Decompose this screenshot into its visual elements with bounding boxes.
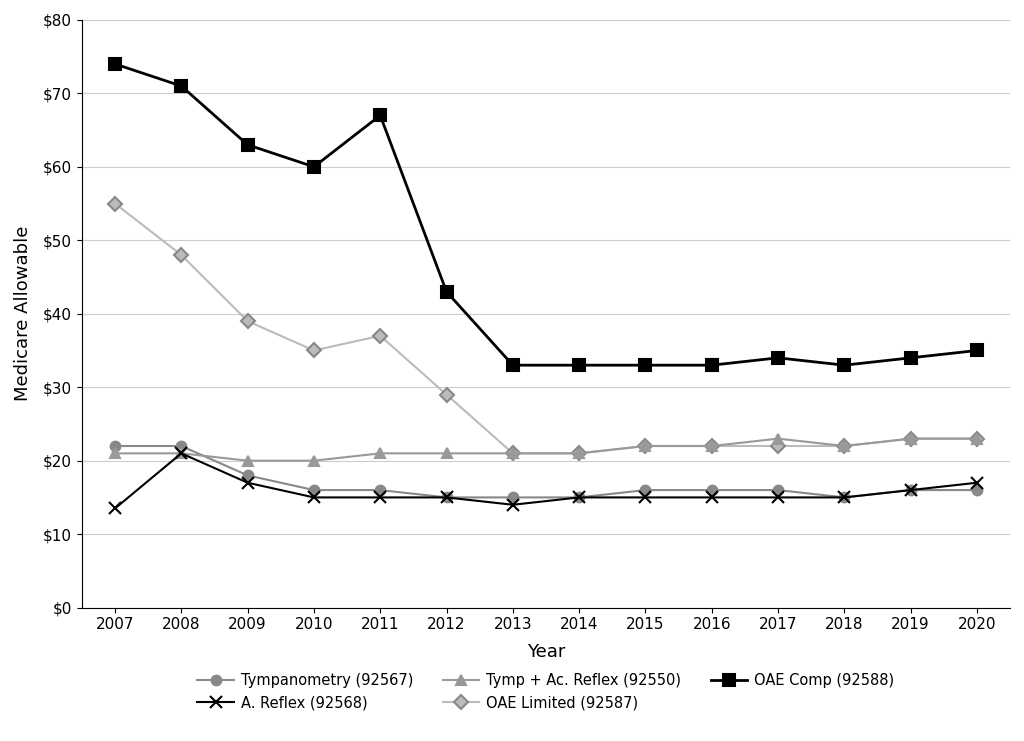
OAE Comp (92588): [639, 361, 651, 370]
Tympanometry (92567): [109, 442, 121, 451]
A. Reflex (92568): [242, 478, 254, 487]
OAE Comp (92588): [772, 353, 784, 362]
OAE Comp (92588): [440, 288, 453, 296]
OAE Comp (92588): [839, 361, 851, 370]
OAE Comp (92588): [374, 111, 386, 120]
A. Reflex (92568): [772, 493, 784, 502]
A. Reflex (92568): [374, 493, 386, 502]
OAE Limited (92587): [772, 442, 784, 451]
Tymp + Ac. Reflex (92550): [772, 434, 784, 443]
A. Reflex (92568): [175, 449, 187, 458]
Tympanometry (92567): [971, 485, 983, 494]
Legend: Tympanometry (92567), A. Reflex (92568), Tymp + Ac. Reflex (92550), OAE Limited : Tympanometry (92567), A. Reflex (92568),…: [190, 666, 902, 718]
Tymp + Ac. Reflex (92550): [175, 449, 187, 458]
Tympanometry (92567): [904, 485, 916, 494]
OAE Limited (92587): [839, 442, 851, 451]
Tympanometry (92567): [839, 493, 851, 502]
Tymp + Ac. Reflex (92550): [839, 442, 851, 451]
A. Reflex (92568): [440, 493, 453, 502]
A. Reflex (92568): [839, 493, 851, 502]
Tymp + Ac. Reflex (92550): [507, 449, 519, 458]
OAE Comp (92588): [573, 361, 586, 370]
Tymp + Ac. Reflex (92550): [308, 456, 321, 465]
OAE Comp (92588): [109, 59, 121, 68]
OAE Comp (92588): [706, 361, 718, 370]
OAE Limited (92587): [374, 331, 386, 340]
Tympanometry (92567): [175, 442, 187, 451]
Tympanometry (92567): [242, 471, 254, 480]
Line: OAE Comp (92588): OAE Comp (92588): [110, 59, 982, 370]
Tymp + Ac. Reflex (92550): [639, 442, 651, 451]
A. Reflex (92568): [639, 493, 651, 502]
A. Reflex (92568): [904, 485, 916, 494]
OAE Limited (92587): [971, 434, 983, 443]
OAE Comp (92588): [175, 82, 187, 90]
A. Reflex (92568): [308, 493, 321, 502]
Tymp + Ac. Reflex (92550): [242, 456, 254, 465]
OAE Limited (92587): [706, 442, 718, 451]
Tymp + Ac. Reflex (92550): [904, 434, 916, 443]
Tympanometry (92567): [308, 485, 321, 494]
Tymp + Ac. Reflex (92550): [109, 449, 121, 458]
A. Reflex (92568): [706, 493, 718, 502]
Tympanometry (92567): [507, 493, 519, 502]
OAE Comp (92588): [242, 140, 254, 149]
A. Reflex (92568): [109, 504, 121, 513]
Tymp + Ac. Reflex (92550): [374, 449, 386, 458]
Tympanometry (92567): [772, 485, 784, 494]
OAE Limited (92587): [109, 199, 121, 208]
OAE Comp (92588): [308, 162, 321, 171]
Line: Tymp + Ac. Reflex (92550): Tymp + Ac. Reflex (92550): [111, 433, 982, 465]
OAE Comp (92588): [507, 361, 519, 370]
OAE Limited (92587): [573, 449, 586, 458]
Line: A. Reflex (92568): A. Reflex (92568): [109, 447, 983, 515]
OAE Limited (92587): [242, 316, 254, 325]
OAE Comp (92588): [904, 353, 916, 362]
Tympanometry (92567): [639, 485, 651, 494]
Tymp + Ac. Reflex (92550): [706, 442, 718, 451]
A. Reflex (92568): [573, 493, 586, 502]
OAE Limited (92587): [308, 346, 321, 355]
OAE Limited (92587): [175, 250, 187, 259]
OAE Limited (92587): [639, 442, 651, 451]
Tympanometry (92567): [706, 485, 718, 494]
OAE Limited (92587): [440, 390, 453, 399]
Tymp + Ac. Reflex (92550): [971, 434, 983, 443]
Y-axis label: Medicare Allowable: Medicare Allowable: [14, 226, 32, 402]
Tymp + Ac. Reflex (92550): [573, 449, 586, 458]
Tympanometry (92567): [573, 493, 586, 502]
Line: Tympanometry (92567): Tympanometry (92567): [111, 441, 982, 502]
OAE Comp (92588): [971, 346, 983, 355]
A. Reflex (92568): [971, 478, 983, 487]
Line: OAE Limited (92587): OAE Limited (92587): [111, 199, 982, 458]
A. Reflex (92568): [507, 500, 519, 509]
OAE Limited (92587): [507, 449, 519, 458]
X-axis label: Year: Year: [526, 643, 565, 662]
OAE Limited (92587): [904, 434, 916, 443]
Tymp + Ac. Reflex (92550): [440, 449, 453, 458]
Tympanometry (92567): [374, 485, 386, 494]
Tympanometry (92567): [440, 493, 453, 502]
